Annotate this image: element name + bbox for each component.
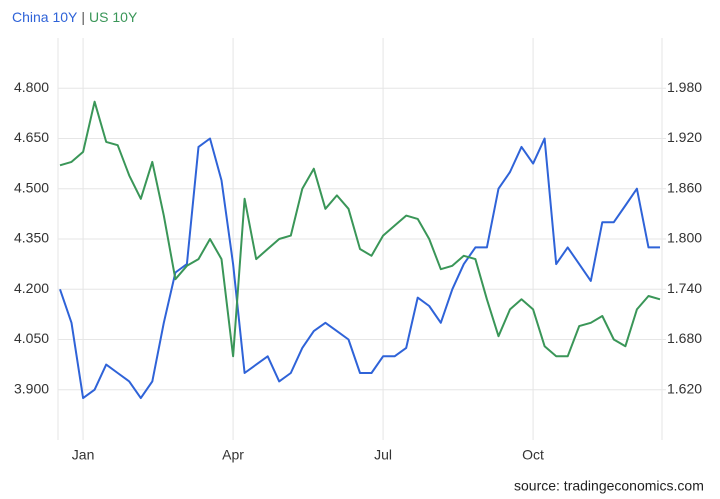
x-tick-label: Jul	[374, 447, 392, 463]
legend-separator: |	[81, 9, 85, 25]
y2-tick-label: 1.980	[667, 79, 702, 95]
series-line	[59, 137, 660, 400]
legend-entry: US 10Y	[89, 9, 138, 25]
y2-tick-label: 1.680	[667, 330, 702, 346]
x-tick-label: Jan	[72, 447, 95, 463]
legend: China 10Y | US 10Y	[12, 9, 138, 25]
y-tick-label: 3.900	[14, 380, 49, 396]
y-tick-label: 4.800	[14, 79, 49, 95]
y2-tick-label: 1.620	[667, 380, 702, 396]
y2-tick-label: 1.860	[667, 179, 702, 195]
source-note: source: tradingeconomics.com	[514, 478, 704, 494]
y2-tick-label: 1.920	[667, 129, 702, 145]
y-tick-label: 4.650	[14, 129, 49, 145]
legend-entry: China 10Y	[12, 9, 78, 25]
y-tick-label: 4.500	[14, 179, 49, 195]
y-tick-label: 4.200	[14, 280, 49, 296]
y2-tick-label: 1.800	[667, 230, 702, 246]
x-tick-label: Oct	[522, 447, 544, 463]
y-tick-label: 4.050	[14, 330, 49, 346]
x-tick-label: Apr	[222, 447, 244, 463]
series-line	[59, 100, 661, 358]
y2-tick-label: 1.740	[667, 280, 702, 296]
y-tick-label: 4.350	[14, 230, 49, 246]
